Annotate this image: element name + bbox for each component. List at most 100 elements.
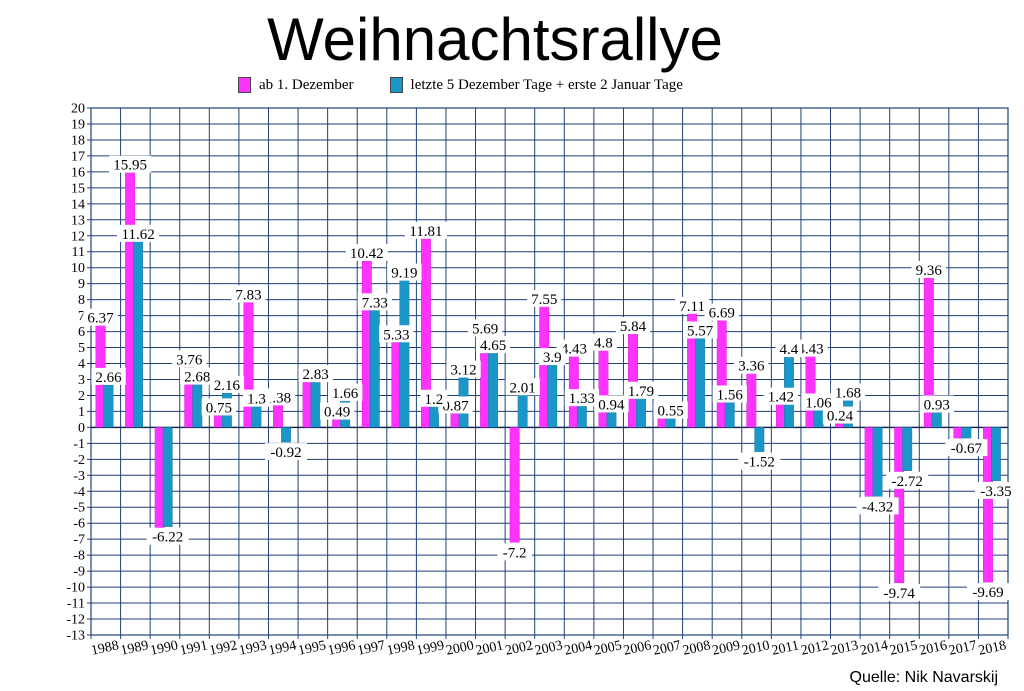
bar-series-2-2002	[517, 395, 528, 428]
x-tick-label-1999: 1999	[415, 638, 446, 658]
data-label-series-2-2010: -1.52	[744, 455, 775, 471]
data-label-background	[404, 221, 447, 239]
bar-series-2-1998	[399, 280, 410, 428]
y-tick-label: 15	[71, 181, 85, 196]
data-label-background	[446, 360, 481, 378]
bar-series-2-2010	[754, 427, 765, 452]
data-label-series-2-2008: 5.57	[687, 323, 714, 339]
data-label-background	[564, 389, 600, 407]
y-tick-label: 5	[78, 341, 85, 356]
data-label-background	[704, 303, 739, 321]
bar-series-2-1988	[103, 384, 114, 428]
data-label-background	[738, 452, 781, 470]
data-label-background	[327, 383, 363, 401]
data-label-series-2-2015: -2.72	[892, 474, 923, 490]
data-label-background	[590, 333, 617, 351]
x-tick-label-2017: 2017	[948, 638, 979, 658]
data-label-background	[243, 389, 270, 407]
data-label-series-1-2001: 5.69	[472, 322, 498, 338]
data-label-background	[775, 340, 803, 358]
y-tick-label: 14	[71, 197, 85, 212]
x-tick-label-2015: 2015	[888, 638, 919, 658]
chart-legend: ab 1. Dezember letzte 5 Dezember Tage + …	[238, 75, 719, 95]
x-tick-label-1996: 1996	[326, 638, 357, 658]
bar-series-1-2002	[509, 427, 520, 543]
bar-series-2-2003	[547, 364, 558, 428]
x-tick-label-2013: 2013	[829, 638, 860, 658]
legend-label-series-1: ab 1. Dezember	[259, 76, 354, 93]
data-label-series-1-1988: 6.37	[87, 311, 114, 327]
y-tick-label: 16	[71, 165, 85, 180]
data-label-series-2-2009: 1.56	[717, 387, 744, 403]
y-tick-label: 1	[78, 405, 85, 420]
data-label-series-2-2006: 1.79	[628, 384, 654, 400]
bar-series-2-1989	[133, 241, 144, 428]
y-tick-label: -4	[73, 485, 85, 500]
data-label-background	[146, 527, 189, 545]
legend-item-series-2: letzte 5 Dezember Tage + erste 2 Januar …	[389, 76, 683, 94]
bar-series-2-1990	[162, 427, 173, 527]
y-tick-label: -8	[73, 549, 85, 564]
data-label-background	[201, 398, 237, 416]
y-tick-label: -12	[66, 613, 85, 628]
data-label-background	[712, 385, 747, 403]
data-label-series-2-2014: -4.32	[862, 499, 893, 515]
data-label-series-2-2003: 3.9	[543, 350, 562, 366]
x-tick-label-1990: 1990	[149, 638, 180, 658]
x-tick-label-1998: 1998	[386, 638, 417, 658]
y-tick-label: 0	[78, 421, 85, 436]
data-label-series-1-2006: 5.84	[620, 319, 647, 335]
data-label-background	[830, 383, 866, 401]
data-label-series-1-2009: 6.69	[709, 306, 735, 322]
x-tick-label-2005: 2005	[593, 638, 624, 658]
data-label-series-1-1996: 0.49	[324, 405, 350, 421]
x-tick-label-2010: 2010	[741, 638, 772, 658]
data-label-background	[172, 350, 207, 368]
data-label-background	[420, 389, 448, 407]
y-tick-label: -2	[73, 453, 85, 468]
bar-series-2-2006	[636, 398, 646, 428]
x-tick-label-1995: 1995	[297, 638, 328, 658]
data-label-background	[801, 393, 836, 411]
y-tick-label: 6	[78, 325, 85, 340]
data-label-series-1-1989: 15.95	[113, 158, 147, 174]
data-label-background	[505, 378, 540, 396]
data-label-series-2-1999: 1.2	[425, 392, 444, 408]
y-tick-label: -1	[73, 437, 85, 452]
data-label-series-2-2013: 1.68	[835, 386, 861, 402]
x-tick-label-2018: 2018	[977, 638, 1008, 658]
data-label-series-2-2007: 0.55	[657, 404, 683, 420]
bar-series-2-2008	[695, 338, 706, 428]
bar-series-2-2015	[902, 427, 913, 471]
legend-label-series-2: letzte 5 Dezember Tage + erste 2 Januar …	[410, 76, 683, 93]
data-label-background	[527, 289, 562, 307]
data-label-background	[265, 443, 308, 461]
bar-series-2-1993	[251, 406, 262, 428]
data-label-series-1-2018: -9.69	[972, 585, 1003, 601]
data-label-series-2-2018: -3.35	[980, 484, 1011, 500]
data-label-background	[357, 293, 392, 311]
data-label-background	[117, 224, 160, 242]
y-tick-label: 12	[71, 229, 85, 244]
data-label-series-2-1998: 9.19	[391, 266, 417, 282]
y-tick-label: 8	[78, 293, 85, 308]
data-label-series-1-1991: 3.76	[176, 352, 203, 368]
data-label-background	[974, 481, 1017, 499]
y-tick-label: 9	[78, 277, 85, 292]
bar-series-2-2005	[606, 412, 617, 428]
x-tick-label-2009: 2009	[711, 638, 742, 658]
bar-series-2-1991	[192, 384, 203, 428]
y-tick-label: 19	[71, 117, 85, 132]
legend-item-series-1: ab 1. Dezember	[238, 77, 354, 94]
y-tick-label: -5	[73, 501, 85, 516]
data-label-series-1-1997: 10.42	[350, 246, 384, 262]
y-tick-label: -7	[73, 533, 85, 548]
y-tick-label: 11	[72, 245, 85, 260]
source-note: Quelle: Nik Navarskij	[849, 669, 998, 686]
data-label-background	[231, 285, 266, 303]
x-tick-label-1992: 1992	[208, 638, 239, 658]
x-tick-label-1988: 1988	[90, 638, 121, 658]
data-label-series-1-2008: 7.11	[679, 299, 705, 315]
data-label-series-1-1998: 5.33	[383, 327, 409, 343]
